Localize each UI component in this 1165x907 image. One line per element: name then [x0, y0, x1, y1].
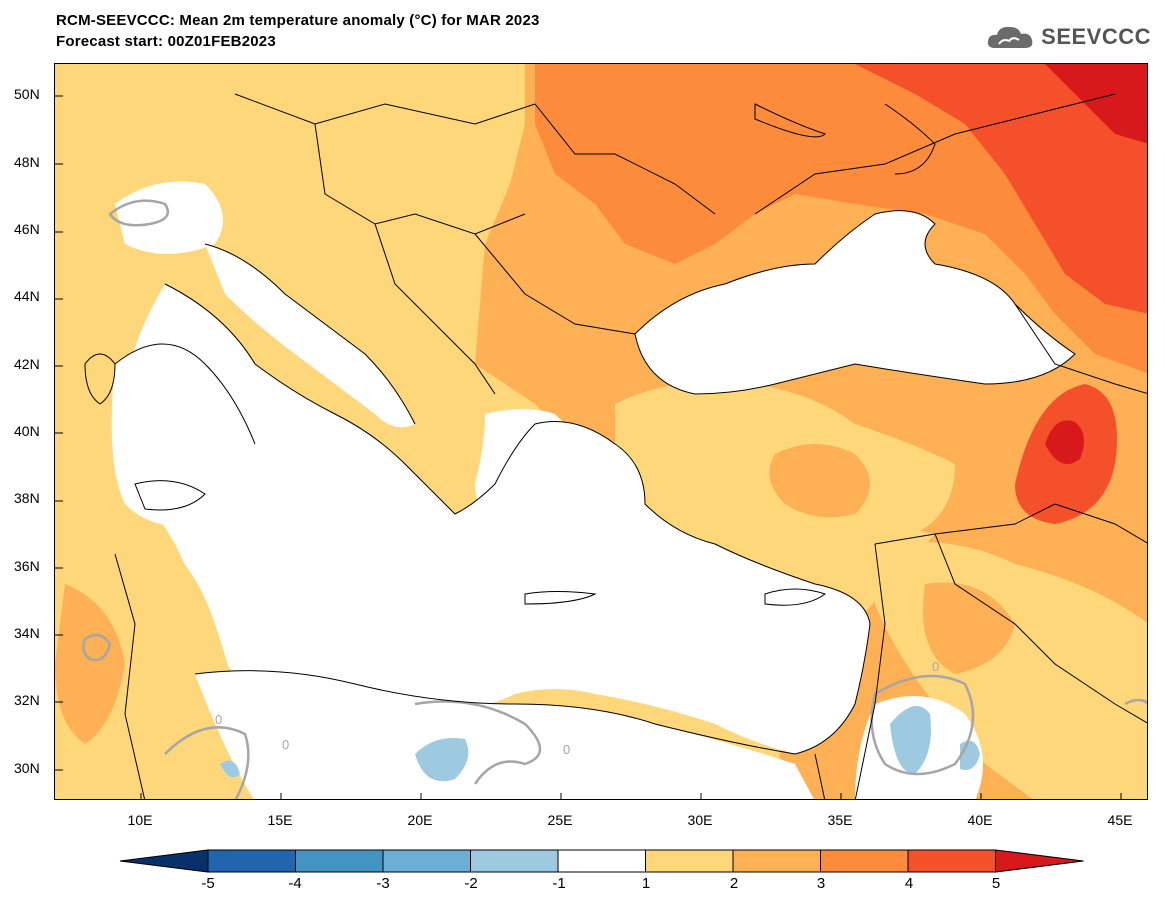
negative-anomaly-patch-1 [415, 738, 469, 782]
colorbar-label: -1 [552, 875, 566, 892]
lat-label: 44N [14, 288, 40, 304]
lat-label: 38N [14, 490, 40, 506]
tyrrhenian-sea [111, 344, 256, 527]
lat-label: 46N [14, 221, 40, 237]
lat-label: 32N [14, 692, 40, 708]
anomaly-field-tunisia-core [55, 584, 125, 744]
colorbar-segment [470, 849, 559, 873]
lon-label: 40E [967, 812, 993, 828]
anomaly-field-levant [923, 582, 1015, 674]
colorbar-arrow-low [119, 849, 209, 873]
coastlines-and-borders [84, 93, 1147, 799]
colorbar-label: 5 [991, 875, 1001, 892]
colorbar-label: 3 [816, 875, 826, 892]
anomaly-map: 0 0 0 0 [55, 64, 1147, 799]
contour-label: 0 [563, 742, 570, 757]
seevccc-logo: SEEVCCC [985, 22, 1151, 52]
colorbar-segment [732, 849, 821, 873]
lat-label: 40N [14, 423, 40, 439]
libya-egypt-white [195, 670, 814, 799]
lon-label: 10E [127, 812, 153, 828]
colorbar-arrow-high [995, 849, 1084, 873]
lon-label: 25E [547, 812, 573, 828]
aegean-sea [475, 409, 595, 538]
map-panel: 0 0 0 0 [54, 63, 1148, 800]
contour-label: 0 [282, 737, 289, 752]
contour-label: 0 [932, 659, 939, 674]
colorbar-segment [645, 849, 734, 873]
anomaly-field-5plus [1045, 64, 1147, 144]
map-subtitle: Forecast start: 00Z01FEB2023 [56, 33, 276, 50]
lon-label: 45E [1107, 812, 1133, 828]
adriatic-sea [205, 244, 415, 428]
colorbar-segment [557, 849, 646, 873]
axis-ticks [55, 95, 1122, 799]
lat-label: 50N [14, 86, 40, 102]
lat-label: 34N [14, 625, 40, 641]
contour-label: 0 [215, 712, 222, 727]
colorbar-label: -5 [201, 875, 215, 892]
anomaly-field-tunisia [55, 534, 255, 799]
lat-label: 30N [14, 760, 40, 776]
colorbar [119, 849, 1084, 873]
anomaly-field-4-5 [855, 64, 1147, 314]
map-title: RCM-SEEVCCC: Mean 2m temperature anomaly… [56, 12, 540, 29]
lon-label: 35E [827, 812, 853, 828]
colorbar-label: -4 [288, 875, 302, 892]
cloud-icon [985, 22, 1037, 52]
negative-anomaly-patch-2 [220, 760, 240, 778]
anomaly-field-east-turkey-core [1045, 420, 1084, 464]
logo-text: SEEVCCC [1041, 24, 1151, 49]
negative-anomaly-patch-3 [890, 706, 931, 774]
lat-label: 42N [14, 356, 40, 372]
anomaly-field-anatolia-core [769, 444, 870, 518]
lon-label: 20E [407, 812, 433, 828]
colorbar-label: 4 [904, 875, 914, 892]
black-sea [635, 210, 1075, 394]
colorbar-segment [382, 849, 471, 873]
colorbar-label: 2 [729, 875, 739, 892]
lon-label: 15E [267, 812, 293, 828]
colorbar-segment [820, 849, 909, 873]
colorbar-segment [295, 849, 384, 873]
colorbar-segment [907, 849, 996, 873]
lon-label: 30E [687, 812, 713, 828]
lat-label: 48N [14, 154, 40, 170]
lat-label: 36N [14, 558, 40, 574]
colorbar-label: -2 [464, 875, 478, 892]
zero-contours [82, 199, 1147, 799]
colorbar-segment [207, 849, 296, 873]
colorbar-label: 1 [641, 875, 651, 892]
colorbar-label: -3 [376, 875, 390, 892]
